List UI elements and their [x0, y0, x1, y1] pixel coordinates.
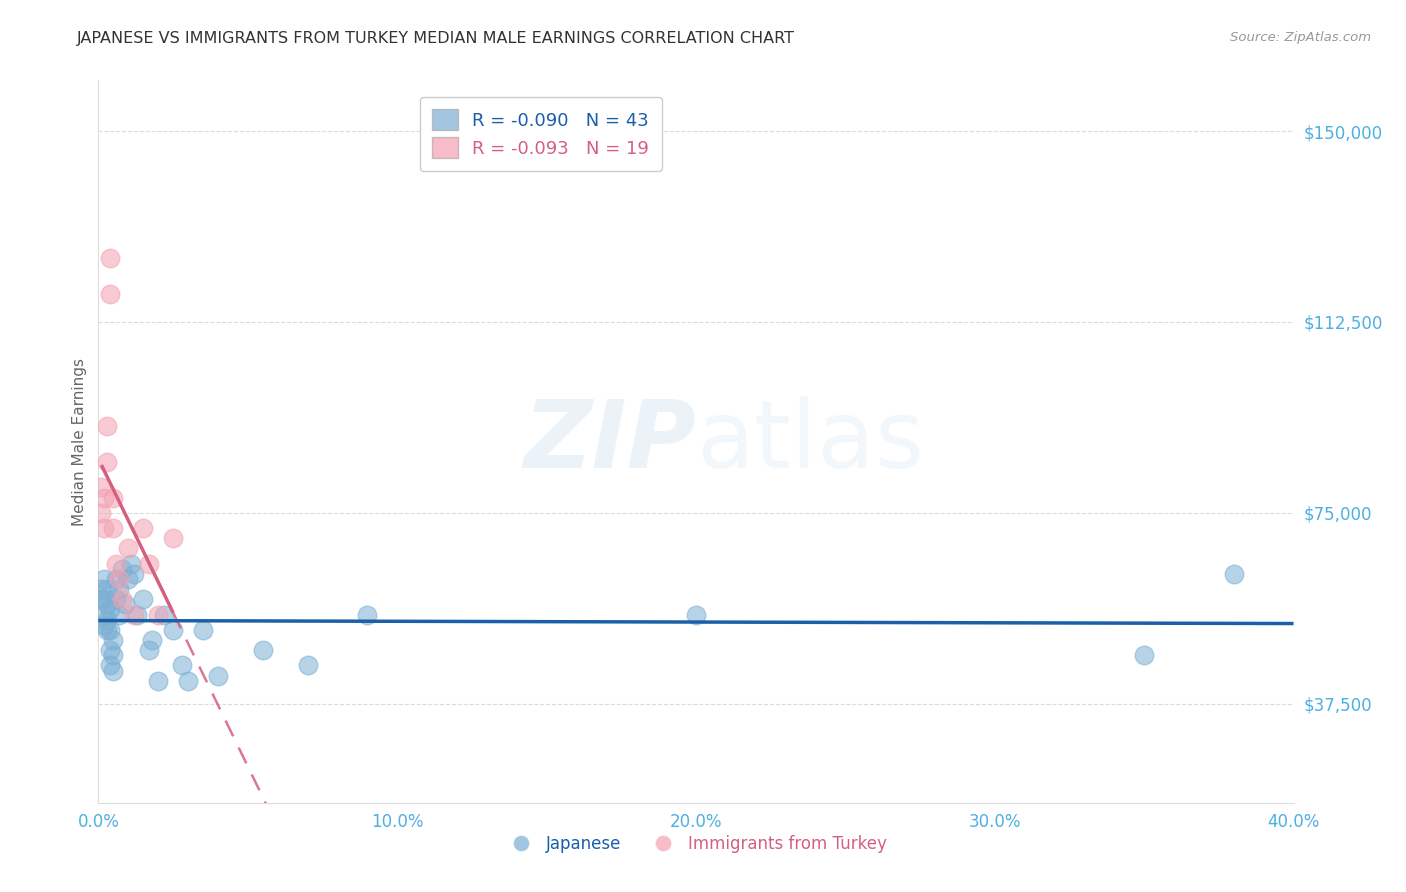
Point [111, 592, 134, 607]
Point [127, 607, 149, 622]
Point [153, 607, 176, 622]
Point [96, 613, 118, 627]
Point [105, 557, 128, 571]
Point [105, 592, 128, 607]
Text: atlas: atlas [696, 395, 924, 488]
Point [1133, 648, 1156, 663]
Text: Source: ZipAtlas.com: Source: ZipAtlas.com [1230, 31, 1371, 45]
Point [105, 572, 128, 586]
Point [114, 598, 136, 612]
Point [98, 287, 122, 301]
Point [103, 521, 125, 535]
Point [98, 623, 122, 637]
Point [103, 491, 125, 505]
Text: JAPANESE VS IMMIGRANTS FROM TURKEY MEDIAN MALE EARNINGS CORRELATION CHART: JAPANESE VS IMMIGRANTS FROM TURKEY MEDIA… [77, 31, 796, 46]
Point [96, 582, 118, 596]
Point [90, 506, 112, 520]
Point [207, 668, 229, 682]
Point [117, 572, 139, 586]
Point [93, 592, 115, 607]
Y-axis label: Median Male Earnings: Median Male Earnings [72, 358, 87, 525]
Point [177, 673, 200, 688]
Point [148, 607, 170, 622]
Point [132, 592, 155, 607]
Point [162, 531, 184, 545]
Point [96, 419, 118, 434]
Point [96, 623, 118, 637]
Point [111, 562, 134, 576]
Point [297, 658, 319, 673]
Point [138, 643, 160, 657]
Point [124, 607, 146, 622]
Text: ZIP: ZIP [523, 395, 696, 488]
Point [93, 607, 115, 622]
Point [356, 607, 378, 622]
Point [108, 582, 131, 596]
Point [148, 673, 170, 688]
Point [96, 455, 118, 469]
Point [103, 648, 125, 663]
Point [108, 572, 131, 586]
Point [93, 521, 115, 535]
Point [90, 480, 112, 494]
Point [93, 491, 115, 505]
Point [172, 658, 194, 673]
Point [1223, 566, 1246, 581]
Point [96, 598, 118, 612]
Point [685, 607, 707, 622]
Point [124, 566, 146, 581]
Point [103, 632, 125, 647]
Point [103, 664, 125, 678]
Point [108, 607, 131, 622]
Point [98, 252, 122, 266]
Point [98, 658, 122, 673]
Point [93, 617, 115, 632]
Point [162, 623, 184, 637]
Point [120, 557, 142, 571]
Point [138, 557, 160, 571]
Legend: Japanese, Immigrants from Turkey: Japanese, Immigrants from Turkey [498, 828, 894, 860]
Point [93, 572, 115, 586]
Point [98, 602, 122, 616]
Point [132, 521, 155, 535]
Point [90, 582, 112, 596]
Point [141, 632, 163, 647]
Point [191, 623, 214, 637]
Point [252, 643, 274, 657]
Point [98, 643, 122, 657]
Point [117, 541, 139, 556]
Point [90, 592, 112, 607]
